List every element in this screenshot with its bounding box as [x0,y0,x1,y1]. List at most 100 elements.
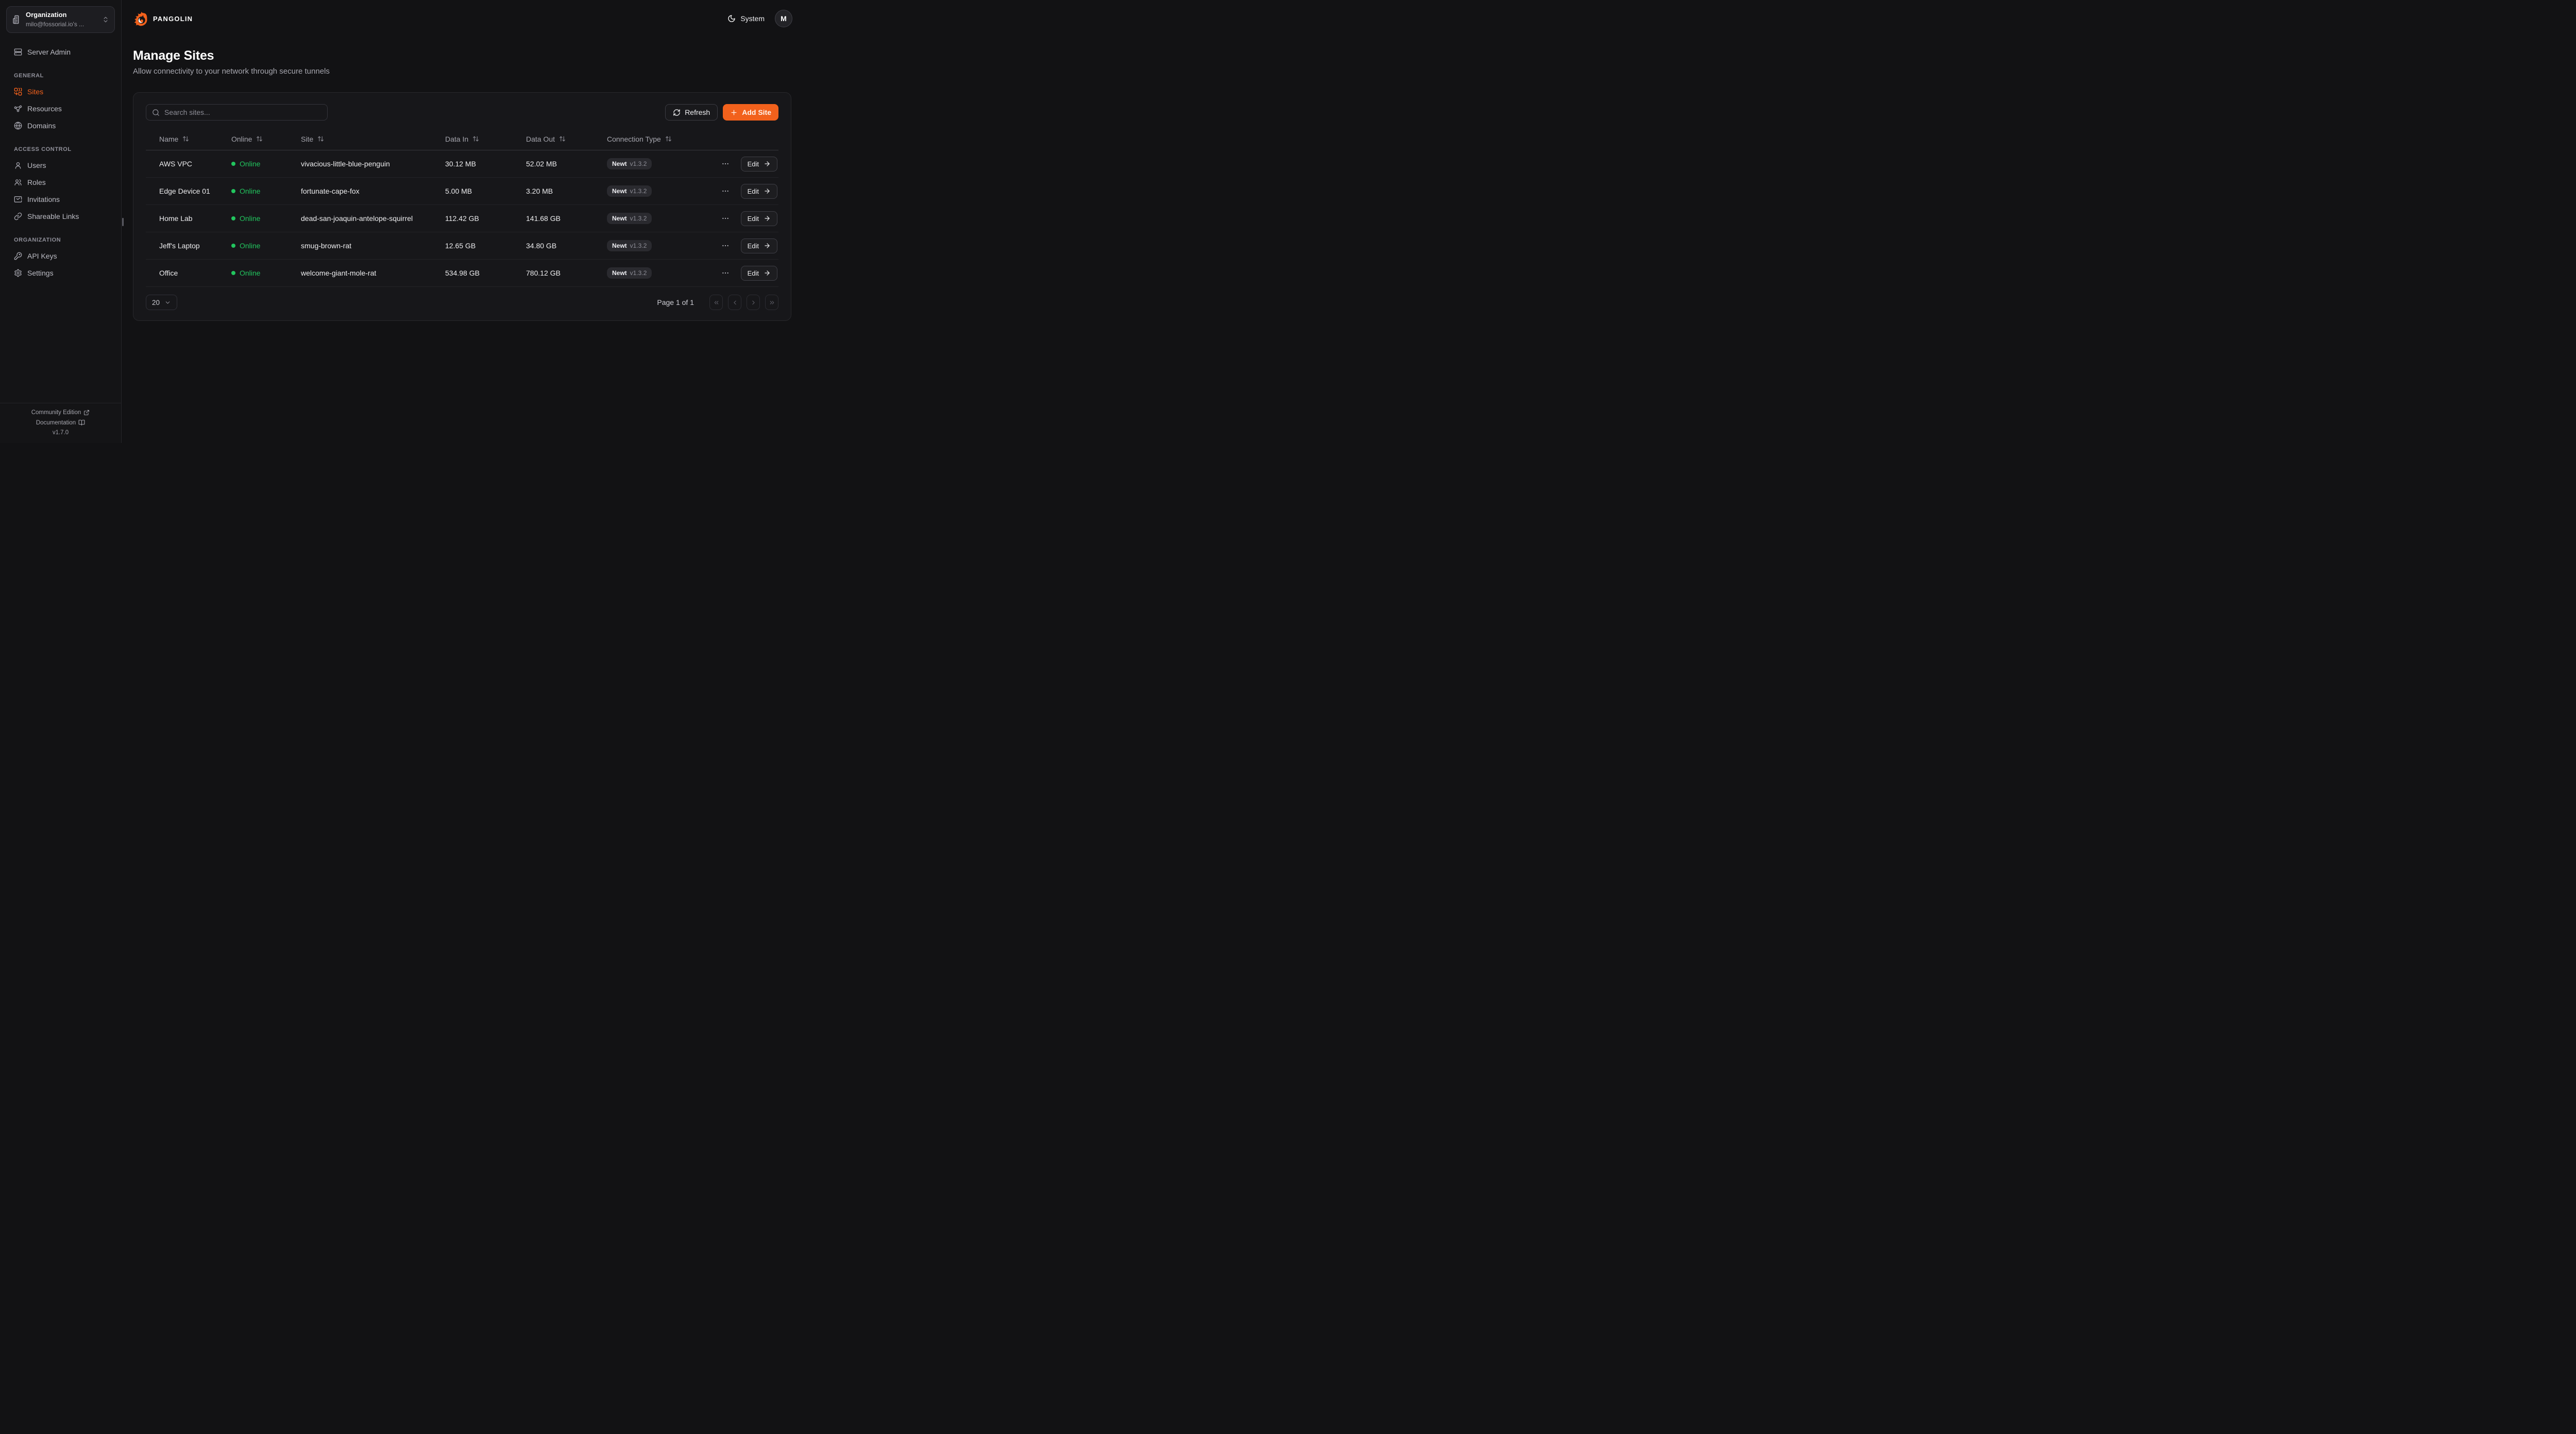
sidebar: Organization milo@fossorial.io's ... Ser… [0,0,122,443]
edit-button[interactable]: Edit [740,156,777,172]
arrow-right-icon [764,215,771,222]
site-slug: welcome-giant-mole-rat [301,269,377,277]
pangolin-logo-icon [133,10,148,27]
arrow-right-icon [764,160,771,167]
sidebar-section-access-control: ACCESS CONTROL [14,146,72,152]
sort-icon [559,135,566,142]
status-cell: Online [231,269,301,277]
sidebar-item-label: Resources [27,104,62,113]
book-open-icon [78,419,85,426]
sidebar-resize-handle[interactable] [122,218,124,226]
data-out: 141.68 GB [526,214,561,223]
column-header-site[interactable]: Site [301,135,445,143]
sidebar-item-sites[interactable]: Sites [6,83,115,100]
sidebar-item-shareable-links[interactable]: Shareable Links [6,208,115,225]
sidebar-item-api-keys[interactable]: API Keys [6,247,115,264]
row-menu-button[interactable] [720,268,731,278]
site-slug: vivacious-little-blue-penguin [301,160,390,168]
sidebar-footer: Community Edition Documentation v1.7.0 [0,403,121,443]
plus-icon [730,109,738,116]
ellipsis-icon [722,272,728,274]
connection-type-badge: Newt v1.3.2 [607,240,652,251]
status-badge: Online [240,187,261,195]
data-out: 52.02 MB [526,160,557,168]
data-out: 3.20 MB [526,187,553,195]
sidebar-item-users[interactable]: Users [6,157,115,174]
next-page-button[interactable] [747,295,760,310]
org-selector[interactable]: Organization milo@fossorial.io's ... [6,6,115,33]
page-size-select[interactable]: 20 [146,295,178,310]
sidebar-item-roles[interactable]: Roles [6,174,115,191]
chevron-right-icon [752,300,755,304]
online-dot-icon [231,271,235,275]
column-header-data-in[interactable]: Data In [445,135,526,143]
org-selector-value: milo@fossorial.io's ... [26,21,84,28]
users-icon [14,178,22,186]
edit-button[interactable]: Edit [740,211,777,226]
ellipsis-icon [722,245,728,247]
site-slug: dead-san-joaquin-antelope-squirrel [301,214,413,223]
status-badge: Online [240,242,261,250]
site-name: Office [159,269,178,277]
sidebar-item-label: API Keys [27,251,57,260]
column-header-online[interactable]: Online [231,135,301,143]
sidebar-item-settings[interactable]: Settings [6,264,115,281]
status-cell: Online [231,214,301,223]
external-link-icon [83,409,90,416]
search-input[interactable] [146,104,328,121]
edit-button[interactable]: Edit [740,265,777,281]
column-header-data-out[interactable]: Data Out [526,135,607,143]
org-selector-title: Organization [26,11,67,19]
sites-card: Refresh Add Site Name Online [133,92,791,321]
online-dot-icon [231,244,235,248]
chevron-down-icon [164,299,171,306]
sidebar-item-domains[interactable]: Domains [6,117,115,134]
refresh-button[interactable]: Refresh [665,104,718,121]
row-menu-button[interactable] [720,241,731,251]
community-edition-link[interactable]: Community Edition [31,409,90,416]
theme-toggle-label: System [740,14,765,23]
sort-icon [182,135,189,142]
status-cell: Online [231,242,301,250]
sidebar-item-server-admin[interactable]: Server Admin [6,43,115,60]
sort-icon [256,135,263,142]
chevrons-right-icon [770,300,774,304]
sidebar-section-general: GENERAL [14,73,44,79]
brand-home-link[interactable]: PANGOLIN [133,10,193,27]
row-menu-button[interactable] [720,186,731,196]
data-in: 30.12 MB [445,160,476,168]
sidebar-item-resources[interactable]: Resources [6,100,115,117]
building-icon [12,15,21,24]
key-icon [14,252,22,260]
status-cell: Online [231,187,301,195]
sort-icon [665,135,672,142]
ellipsis-icon [722,190,728,192]
add-site-button[interactable]: Add Site [723,104,778,121]
table-row: AWS VPC Online vivacious-little-blue-pen… [146,150,778,178]
table-header-row: Name Online Site Data In Data Out Connec… [146,128,778,150]
row-menu-button[interactable] [720,213,731,224]
avatar[interactable]: M [775,10,792,27]
page-subtitle: Allow connectivity to your network throu… [133,67,330,76]
arrow-right-icon [764,242,771,249]
chevrons-left-icon [714,300,718,304]
row-menu-button[interactable] [720,159,731,169]
column-header-connection-type[interactable]: Connection Type [607,135,715,143]
gear-icon [14,269,22,277]
sidebar-item-invitations[interactable]: Invitations [6,191,115,208]
theme-toggle-button[interactable]: System [727,14,765,23]
last-page-button[interactable] [765,295,778,310]
online-dot-icon [231,189,235,193]
sort-icon [317,135,324,142]
edit-button[interactable]: Edit [740,183,777,199]
prev-page-button[interactable] [728,295,741,310]
page-title: Manage Sites [133,48,214,63]
site-name: Edge Device 01 [159,187,210,195]
data-in: 12.65 GB [445,242,476,250]
documentation-link[interactable]: Documentation [36,419,85,426]
first-page-button[interactable] [709,295,723,310]
topbar: PANGOLIN System M [133,0,792,37]
column-header-name[interactable]: Name [159,135,231,143]
edit-button[interactable]: Edit [740,238,777,253]
ellipsis-icon [722,217,728,219]
